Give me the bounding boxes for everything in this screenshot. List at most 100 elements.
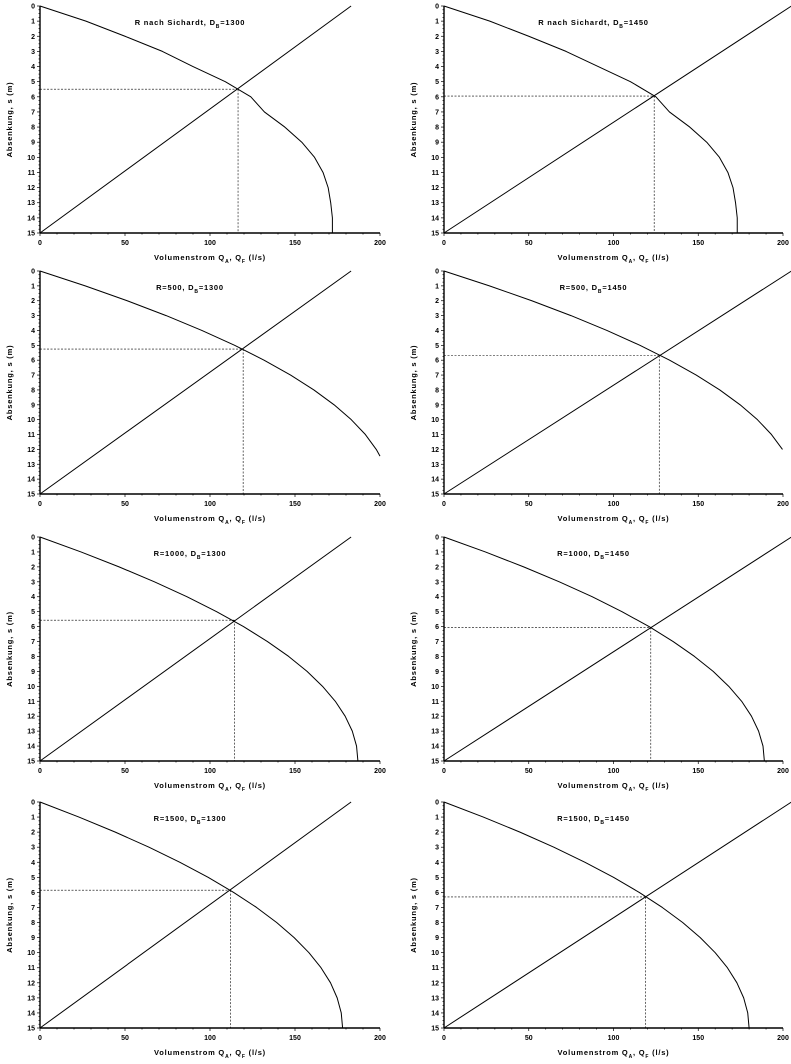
series-line	[39, 5, 352, 234]
y-tick-label: 12	[27, 714, 35, 721]
y-tick-label: 3	[31, 313, 35, 320]
y-tick-label: 0	[435, 800, 439, 807]
y-tick-label: 4	[31, 860, 35, 867]
y-tick-label: 2	[31, 34, 35, 41]
y-tick-label: 8	[31, 654, 35, 661]
x-tick-label: 100	[608, 1035, 620, 1042]
x-tick-label: 200	[777, 240, 789, 247]
y-tick-label: 9	[31, 669, 35, 676]
x-axis-label: Volumenstrom QA, QF (l/s)	[558, 514, 670, 526]
y-tick-label: 8	[31, 125, 35, 132]
x-tick-label: 150	[289, 768, 301, 775]
y-tick-label: 10	[27, 684, 35, 691]
y-tick-label: 3	[435, 49, 439, 56]
chart-title: R=1000, DB=1450	[557, 549, 630, 561]
y-tick-label: 2	[435, 34, 439, 41]
x-tick-label: 0	[38, 501, 42, 508]
y-tick-label: 8	[435, 654, 439, 661]
series-line	[443, 801, 791, 1029]
y-tick-label: 5	[31, 609, 35, 616]
y-tick-label: 4	[435, 860, 439, 867]
x-tick-label: 200	[374, 501, 386, 508]
y-tick-label: 1	[31, 283, 35, 290]
x-tick-label: 50	[525, 1035, 533, 1042]
y-tick-label: 15	[27, 492, 35, 499]
x-tick-label: 200	[374, 768, 386, 775]
x-tick-label: 50	[121, 240, 129, 247]
x-tick-label: 0	[38, 240, 42, 247]
x-tick-label: 150	[289, 240, 301, 247]
x-tick-label: 100	[204, 1035, 216, 1042]
y-tick-label: 5	[31, 79, 35, 86]
chart-title: R=1500, DB=1300	[154, 814, 227, 826]
x-axis-label: Volumenstrom QA, QF (l/s)	[154, 514, 266, 526]
y-tick-label: 15	[27, 759, 35, 766]
x-tick-label: 0	[442, 501, 446, 508]
y-tick-label: 10	[431, 155, 439, 162]
y-tick-label: 12	[431, 980, 439, 987]
chart-title: R nach Sichardt, DB=1450	[538, 18, 649, 30]
y-tick-label: 3	[31, 845, 35, 852]
x-tick-label: 100	[608, 240, 620, 247]
y-tick-label: 3	[435, 579, 439, 586]
y-tick-label: 13	[27, 995, 35, 1002]
y-tick-label: 11	[432, 699, 440, 706]
y-tick-label: 0	[435, 535, 439, 542]
y-tick-label: 3	[435, 313, 439, 320]
x-tick-label: 0	[442, 240, 446, 247]
y-tick-label: 11	[28, 965, 36, 972]
x-tick-label: 150	[692, 501, 704, 508]
y-tick-label: 4	[435, 594, 439, 601]
x-axis-label: Volumenstrom QA, QF (l/s)	[558, 1048, 670, 1060]
x-tick-label: 0	[442, 1035, 446, 1042]
y-tick-label: 11	[28, 699, 36, 706]
y-axis-label: Absenkung, s (m)	[5, 877, 14, 953]
x-axis-label: Volumenstrom QA, QF (l/s)	[154, 781, 266, 793]
y-axis-label: Absenkung, s (m)	[409, 877, 418, 953]
y-tick-label: 14	[27, 215, 35, 222]
series-curve	[443, 270, 783, 450]
x-axis-label: Volumenstrom QA, QF (l/s)	[558, 781, 670, 793]
y-tick-label: 6	[435, 94, 439, 101]
chart-title: R=1500, DB=1450	[557, 814, 630, 826]
y-tick-label: 9	[435, 140, 439, 147]
x-tick-label: 0	[38, 768, 42, 775]
y-tick-label: 1	[31, 549, 35, 556]
y-tick-label: 2	[435, 564, 439, 571]
y-tick-label: 10	[431, 950, 439, 957]
y-tick-label: 0	[435, 269, 439, 276]
y-tick-label: 10	[27, 417, 35, 424]
y-axis-label: Absenkung, s (m)	[5, 82, 14, 158]
y-tick-label: 0	[31, 800, 35, 807]
y-tick-label: 13	[431, 729, 439, 736]
y-tick-label: 5	[435, 343, 439, 350]
y-tick-label: 13	[27, 462, 35, 469]
x-tick-label: 100	[204, 501, 216, 508]
y-tick-label: 0	[31, 535, 35, 542]
y-tick-label: 14	[27, 477, 35, 484]
y-tick-label: 1	[31, 815, 35, 822]
y-tick-label: 1	[435, 815, 439, 822]
x-axis-label: Volumenstrom QA, QF (l/s)	[558, 253, 670, 265]
x-tick-label: 200	[777, 768, 789, 775]
x-tick-label: 50	[525, 768, 533, 775]
y-tick-label: 7	[435, 109, 439, 116]
y-tick-label: 7	[435, 905, 439, 912]
y-tick-label: 8	[31, 920, 35, 927]
y-tick-label: 10	[27, 155, 35, 162]
chart-title: R=500, DB=1300	[156, 283, 224, 295]
x-tick-label: 0	[442, 768, 446, 775]
y-tick-label: 6	[31, 890, 35, 897]
y-tick-label: 6	[435, 624, 439, 631]
x-tick-label: 50	[121, 1035, 129, 1042]
y-tick-label: 13	[431, 462, 439, 469]
y-tick-label: 6	[31, 94, 35, 101]
y-tick-label: 7	[31, 639, 35, 646]
y-tick-label: 11	[432, 170, 440, 177]
y-tick-label: 9	[31, 935, 35, 942]
y-tick-label: 13	[27, 200, 35, 207]
y-tick-label: 15	[27, 231, 35, 238]
